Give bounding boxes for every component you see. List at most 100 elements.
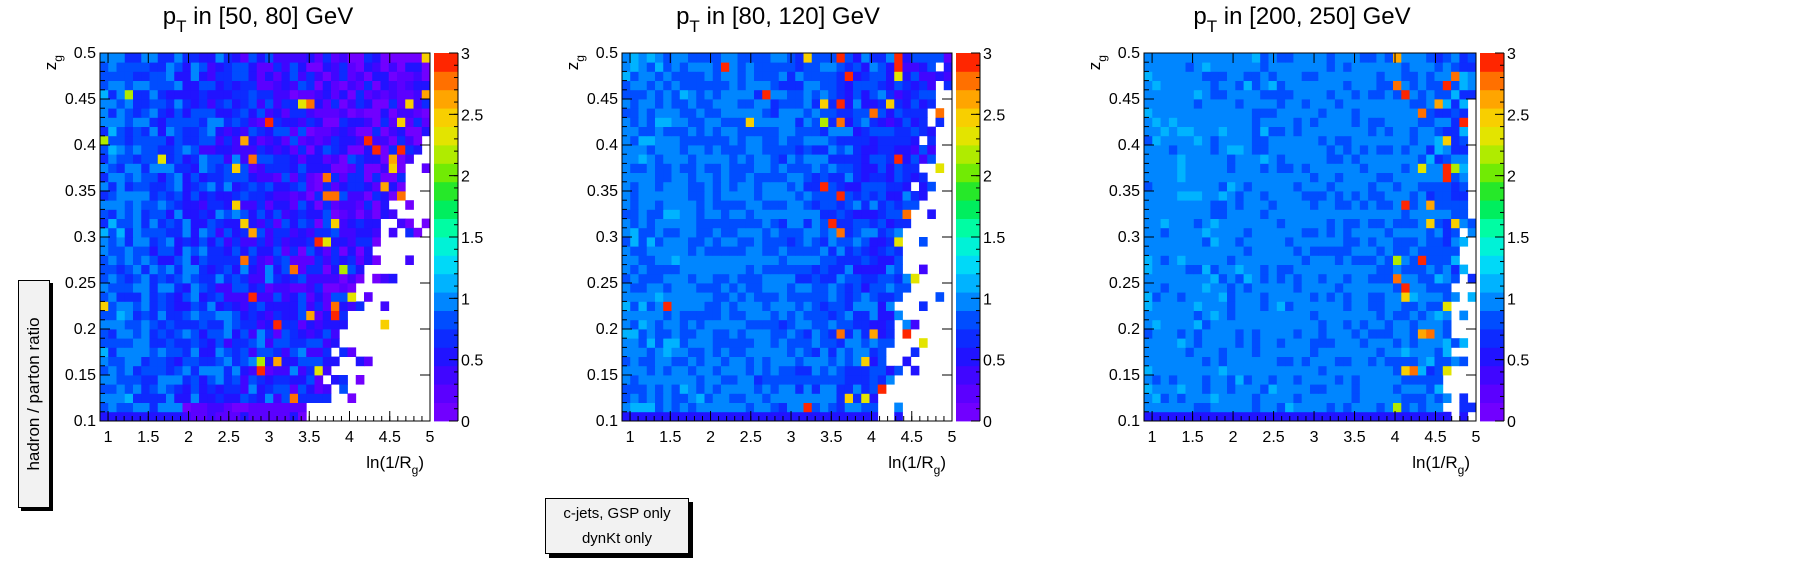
heatmap-cell — [108, 191, 117, 201]
heatmap-cell — [141, 117, 150, 127]
heatmap-cell — [124, 329, 134, 339]
heatmap-cell — [754, 117, 763, 127]
heatmap-cell — [1210, 62, 1220, 72]
heatmap-cell — [836, 264, 846, 275]
heatmap-cell — [902, 163, 912, 173]
heatmap-cell — [1426, 329, 1435, 339]
heatmap-cell — [844, 181, 854, 192]
heatmap-cell — [281, 411, 291, 422]
heatmap-cell — [795, 255, 804, 265]
heatmap-cell — [133, 338, 142, 348]
heatmap-cell — [215, 227, 225, 238]
heatmap-cell — [141, 71, 150, 81]
heatmap-cell — [1401, 89, 1410, 100]
heatmap-cell — [1442, 264, 1452, 275]
heatmap-cell — [655, 301, 664, 311]
heatmap-cell — [116, 135, 126, 146]
heatmap-cell — [141, 393, 150, 403]
heatmap-cell — [853, 181, 862, 192]
heatmap-cell — [331, 292, 340, 302]
heatmap-cell — [199, 80, 208, 91]
heatmap-cell — [339, 319, 348, 330]
heatmap-cell — [1368, 338, 1377, 348]
heatmap-cell — [240, 384, 249, 394]
heatmap-cell — [1326, 89, 1336, 100]
heatmap-cell — [663, 135, 672, 146]
heatmap-cell — [1285, 347, 1294, 357]
heatmap-cell — [298, 191, 307, 201]
heatmap-cell — [1185, 163, 1195, 173]
heatmap-cell — [149, 200, 159, 210]
heatmap-cell — [737, 301, 747, 311]
heatmap-cell — [289, 273, 299, 284]
heatmap-cell — [1426, 163, 1435, 173]
heatmap-cell — [902, 273, 912, 284]
heatmap-cell — [778, 319, 788, 330]
heatmap-cell — [754, 273, 763, 284]
heatmap-cell — [696, 227, 705, 238]
heatmap-cell — [1343, 71, 1352, 81]
heatmap-cell — [1193, 246, 1203, 256]
heatmap-cell — [787, 163, 796, 173]
heatmap-cell — [174, 99, 183, 109]
heatmap-cell — [1251, 301, 1261, 311]
heatmap-cell — [721, 181, 730, 192]
heatmap-cell — [1218, 227, 1228, 238]
heatmap-cell — [1451, 53, 1460, 63]
heatmap-cell — [248, 145, 258, 155]
heatmap-cell — [737, 237, 747, 247]
heatmap-cell — [1467, 218, 1477, 229]
heatmap-cell — [397, 163, 406, 173]
heatmap-cell — [737, 329, 747, 339]
heatmap-cell — [273, 292, 282, 302]
heatmap-cell — [754, 255, 763, 265]
heatmap-cell — [223, 80, 233, 91]
heatmap-cell — [133, 365, 142, 376]
heatmap-cell — [166, 310, 175, 321]
heatmap-cell — [622, 356, 631, 367]
heatmap-cell — [844, 264, 854, 275]
heatmap-cell — [869, 191, 879, 201]
heatmap-cell — [322, 99, 332, 109]
heatmap-cell — [223, 411, 233, 422]
heatmap-cell — [729, 329, 738, 339]
heatmap-cell — [1152, 384, 1161, 394]
heatmap-cell — [853, 319, 862, 330]
heatmap-cell — [754, 145, 763, 155]
heatmap-cell — [1152, 126, 1161, 137]
heatmap-cell — [1376, 301, 1386, 311]
heatmap-cell — [1384, 99, 1394, 109]
heatmap-cell — [1251, 273, 1261, 284]
heatmap-cell — [1210, 365, 1220, 376]
heatmap-cell — [655, 246, 664, 256]
heatmap-cell — [355, 89, 365, 100]
heatmap-cell — [712, 255, 722, 265]
heatmap-cell — [1459, 338, 1469, 348]
heatmap-cell — [289, 172, 299, 183]
color-bar-segment — [434, 200, 458, 219]
heatmap-cell — [663, 255, 672, 265]
heatmap-cell — [622, 384, 631, 394]
heatmap-cell — [679, 172, 689, 183]
heatmap-cell — [754, 154, 763, 164]
heatmap-cell — [1168, 365, 1178, 376]
heatmap-cell — [133, 227, 142, 238]
heatmap-cell — [836, 273, 846, 284]
heatmap-cell — [663, 319, 672, 330]
heatmap-cell — [721, 384, 730, 394]
heatmap-cell — [861, 145, 870, 155]
heatmap-cell — [836, 191, 846, 201]
heatmap-cell — [1168, 246, 1178, 256]
heatmap-cell — [828, 71, 837, 81]
heatmap-cell — [1227, 126, 1236, 137]
heatmap-cell — [638, 181, 648, 192]
heatmap-cell — [248, 89, 258, 100]
heatmap-cell — [762, 393, 771, 403]
heatmap-cell — [1393, 172, 1402, 183]
heatmap-cell — [1376, 292, 1386, 302]
heatmap-cell — [1268, 218, 1278, 229]
heatmap-cell — [820, 402, 829, 413]
heatmap-cell — [1459, 393, 1469, 403]
heatmap-cell — [322, 53, 332, 63]
heatmap-cell — [638, 80, 648, 91]
